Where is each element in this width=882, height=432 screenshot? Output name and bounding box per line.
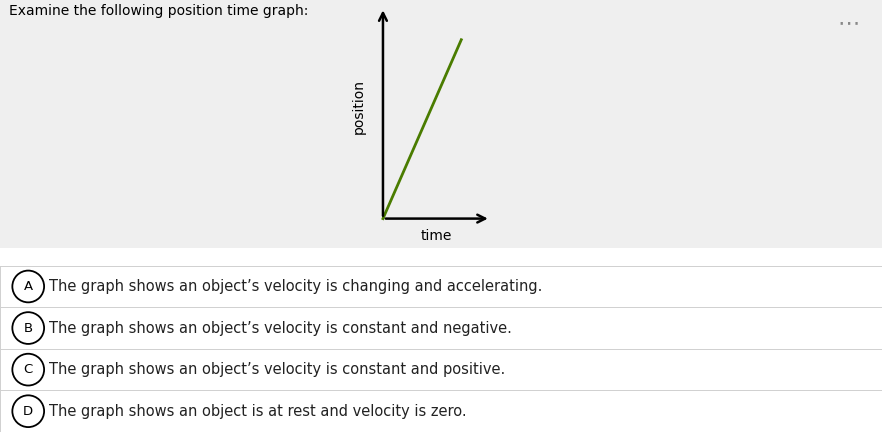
Text: The graph shows an object’s velocity is changing and accelerating.: The graph shows an object’s velocity is … xyxy=(49,279,542,294)
Text: position: position xyxy=(352,79,365,134)
Text: B: B xyxy=(24,321,33,334)
Text: Examine the following position time graph:: Examine the following position time grap… xyxy=(9,4,308,18)
Text: C: C xyxy=(24,363,33,376)
Text: D: D xyxy=(23,405,34,418)
Ellipse shape xyxy=(12,354,44,385)
Text: The graph shows an object’s velocity is constant and negative.: The graph shows an object’s velocity is … xyxy=(49,321,512,336)
Ellipse shape xyxy=(12,395,44,427)
Text: A: A xyxy=(24,280,33,293)
Text: The graph shows an object is at rest and velocity is zero.: The graph shows an object is at rest and… xyxy=(49,404,466,419)
Text: The graph shows an object’s velocity is constant and positive.: The graph shows an object’s velocity is … xyxy=(49,362,505,377)
Ellipse shape xyxy=(12,270,44,302)
Ellipse shape xyxy=(12,312,44,344)
Text: ⋯: ⋯ xyxy=(838,13,860,33)
Text: time: time xyxy=(421,229,452,244)
